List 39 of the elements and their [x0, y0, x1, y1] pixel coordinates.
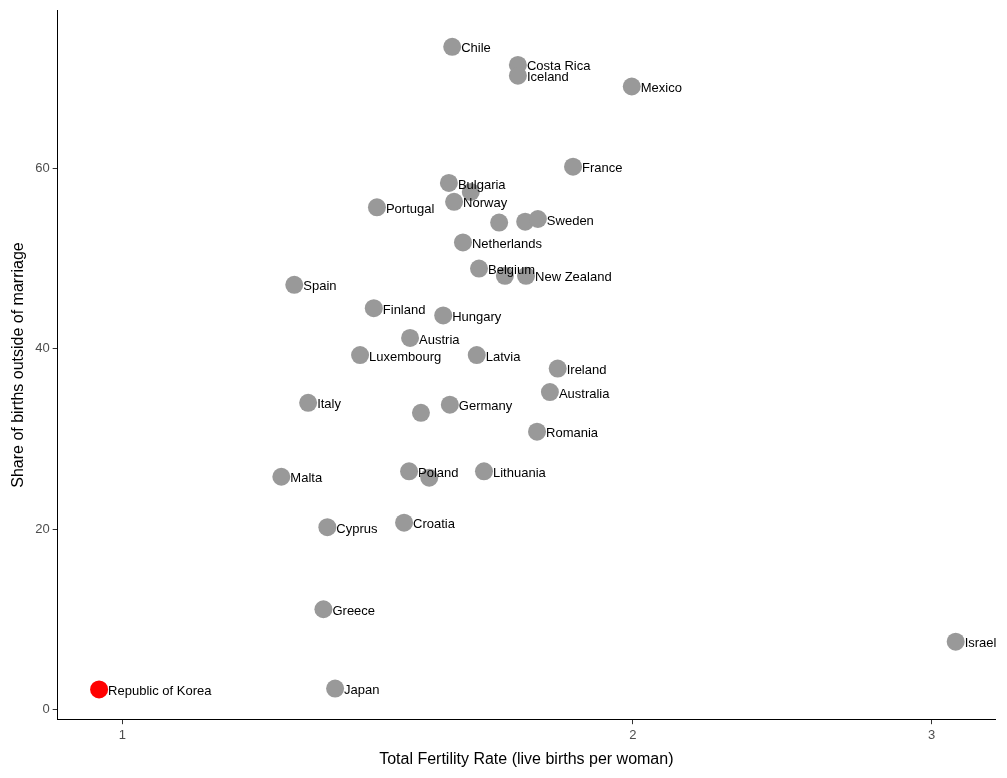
annotation: Iceland — [526, 69, 569, 85]
annotation: Australia — [558, 385, 611, 401]
annotation: Mexico — [640, 80, 682, 96]
annotation: Germany — [458, 398, 513, 414]
annotation: Croatia — [413, 516, 456, 532]
annotation: Latvia — [485, 348, 522, 364]
annotation: Poland — [418, 464, 459, 480]
annotation: Sweden — [546, 212, 594, 228]
annotation: New Zealand — [535, 269, 612, 285]
annotation: Austria — [419, 331, 461, 347]
x-axis-title: Total Fertility Rate (live births per woman) — [379, 749, 674, 767]
annotation: Romania — [546, 425, 599, 441]
annotation: Israel — [964, 635, 997, 651]
x-tick-label: 3 — [927, 726, 936, 742]
y-tick-label: 40 — [35, 340, 50, 356]
annotation: Finland — [382, 301, 426, 317]
y-axis-title: Share of births outside of marriage — [9, 242, 27, 488]
annotation: France — [582, 160, 623, 176]
annotation: Portugal — [385, 200, 435, 216]
y-tick-label: 0 — [42, 700, 50, 716]
annotation: Lithuania — [492, 464, 547, 480]
y-tick-label: 20 — [35, 520, 50, 536]
annotation: Cyprus — [336, 520, 379, 536]
annotation: Luxembourg — [369, 348, 442, 364]
x-tick-label: 2 — [629, 726, 637, 742]
y-tick-label: 60 — [35, 160, 50, 176]
annotation: Malta — [290, 470, 323, 486]
annotation: Republic of Korea — [108, 683, 213, 699]
annotation: Italy — [317, 396, 342, 412]
annotation: Spain — [303, 278, 337, 294]
annotation: Norway — [463, 195, 508, 211]
annotation: Hungary — [452, 309, 502, 325]
annotation: Japan — [344, 682, 380, 698]
annotation: Greece — [332, 602, 376, 618]
annotation: Chile — [461, 40, 491, 56]
annotation: Bulgaria — [457, 176, 507, 192]
x-tick-label: 1 — [118, 726, 126, 742]
annotation: Ireland — [566, 362, 607, 378]
annotation: Netherlands — [471, 236, 543, 252]
